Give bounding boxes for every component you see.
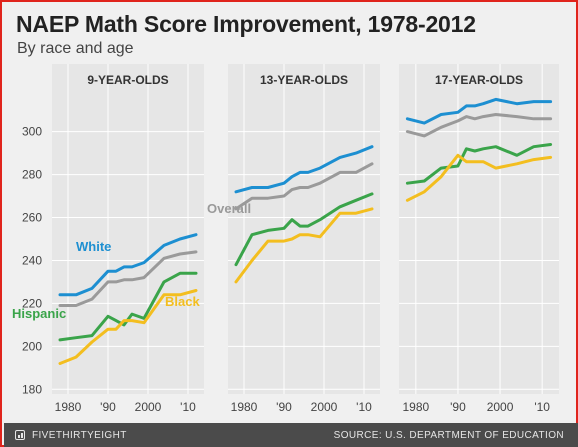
series-line-overall <box>405 113 553 138</box>
series-line-black <box>234 207 374 284</box>
x-tick-label: '10 <box>180 400 196 414</box>
series-line-black <box>58 289 198 365</box>
y-tick-label: 300 <box>22 125 42 139</box>
x-tick-label: 1980 <box>402 400 429 414</box>
x-tick-label: '10 <box>534 400 550 414</box>
series-line-hispanic <box>58 271 198 342</box>
panel-background <box>228 64 380 394</box>
y-tick-label: 220 <box>22 296 42 310</box>
x-tick-label: 2000 <box>311 400 338 414</box>
series-line-white <box>405 97 553 125</box>
footer-bar: FIVETHIRTYEIGHT SOURCE: U.S. DEPARTMENT … <box>4 423 578 447</box>
x-tick-label: '10 <box>356 400 372 414</box>
fivethirtyeight-logo-icon <box>15 430 25 440</box>
series-label-white: White <box>76 239 111 254</box>
chart-title: NAEP Math Score Improvement, 1978-2012 <box>16 11 476 37</box>
x-tick-label: 2000 <box>135 400 162 414</box>
source-note: SOURCE: U.S. DEPARTMENT OF EDUCATION <box>333 430 564 441</box>
series-line-white <box>58 233 198 297</box>
brand-name: FIVETHIRTYEIGHT <box>32 430 127 441</box>
y-tick-label: 200 <box>22 339 42 353</box>
y-tick-label: 180 <box>22 382 42 396</box>
panel-title: 17-YEAR-OLDS <box>435 73 523 87</box>
y-tick-label: 280 <box>22 168 42 182</box>
x-tick-label: 2000 <box>487 400 514 414</box>
x-tick-label: 1980 <box>231 400 258 414</box>
series-line-overall <box>234 162 374 211</box>
series-line-white <box>234 145 374 194</box>
series-label-overall: Overall <box>207 201 251 216</box>
y-tick-label: 260 <box>22 211 42 225</box>
series-label-hispanic: Hispanic <box>12 306 66 321</box>
chart-area: 9-YEAR-OLDS 1980 '90 2000 '10 White Hispanic Bl… <box>12 64 559 414</box>
panel-title: 9-YEAR-OLDS <box>87 73 168 87</box>
x-tick-label: '90 <box>100 400 116 414</box>
y-tick-label: 240 <box>22 253 42 267</box>
x-tick-label: '90 <box>276 400 292 414</box>
series-line-hispanic <box>405 143 553 185</box>
series-line-black <box>405 153 553 202</box>
panel-background <box>399 64 559 394</box>
series-label-black: Black <box>165 294 200 309</box>
panel-title: 13-YEAR-OLDS <box>260 73 348 87</box>
panel-background <box>52 64 204 394</box>
series-line-hispanic <box>234 192 374 267</box>
x-tick-label: 1980 <box>55 400 82 414</box>
x-tick-label: '90 <box>450 400 466 414</box>
series-line-overall <box>58 250 198 307</box>
chart-subtitle: By race and age <box>17 40 134 57</box>
